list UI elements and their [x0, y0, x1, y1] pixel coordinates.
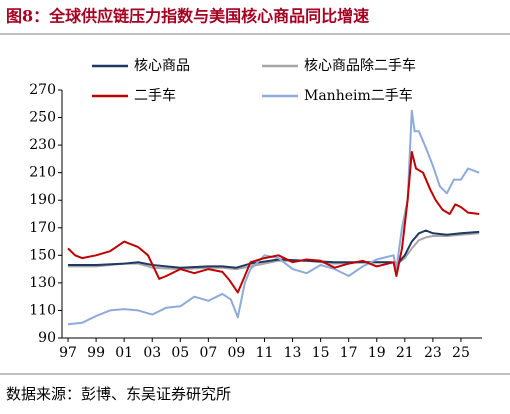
x-tick-label: 17	[340, 345, 358, 361]
legend-label: 核心商品除二手车	[304, 57, 416, 74]
x-tick-label: 05	[171, 345, 189, 361]
y-tick-label: 130	[29, 275, 56, 291]
x-tick-label: 15	[312, 345, 330, 361]
x-tick-label: 03	[143, 345, 161, 361]
x-tick-label: 11	[256, 345, 274, 361]
y-tick-label: 230	[29, 137, 56, 153]
y-tick-label: 150	[29, 247, 56, 263]
x-tick-label: 25	[452, 345, 470, 361]
y-tick-label: 170	[29, 220, 56, 236]
x-tick-label: 97	[59, 345, 77, 361]
series-line	[67, 151, 480, 294]
x-tick-label: 21	[396, 345, 414, 361]
y-tick-label: 210	[29, 165, 56, 181]
source-note: 数据来源：彭博、东吴证券研究所	[6, 385, 231, 403]
y-tick-label: 110	[29, 302, 56, 318]
x-tick-label: 07	[199, 345, 217, 361]
y-tick-label: 90	[38, 330, 56, 346]
y-tick-label: 270	[29, 82, 56, 98]
x-tick-label: 99	[87, 345, 105, 361]
legend-label: 核心商品	[134, 58, 190, 74]
series-line	[67, 109, 480, 326]
x-tick-label: 13	[284, 345, 302, 361]
x-tick-label: 01	[115, 345, 133, 361]
chart-title: 图8：全球供应链压力指数与美国核心商品同比增速	[6, 7, 369, 26]
legend-label: Manheim二手车	[304, 87, 413, 104]
y-tick-label: 190	[29, 192, 56, 208]
x-tick-label: 23	[424, 345, 442, 361]
x-tick-label: 09	[228, 345, 246, 361]
x-tick-label: 19	[368, 345, 386, 361]
y-tick-label: 250	[29, 110, 56, 126]
legend-label: 二手车	[134, 87, 176, 104]
